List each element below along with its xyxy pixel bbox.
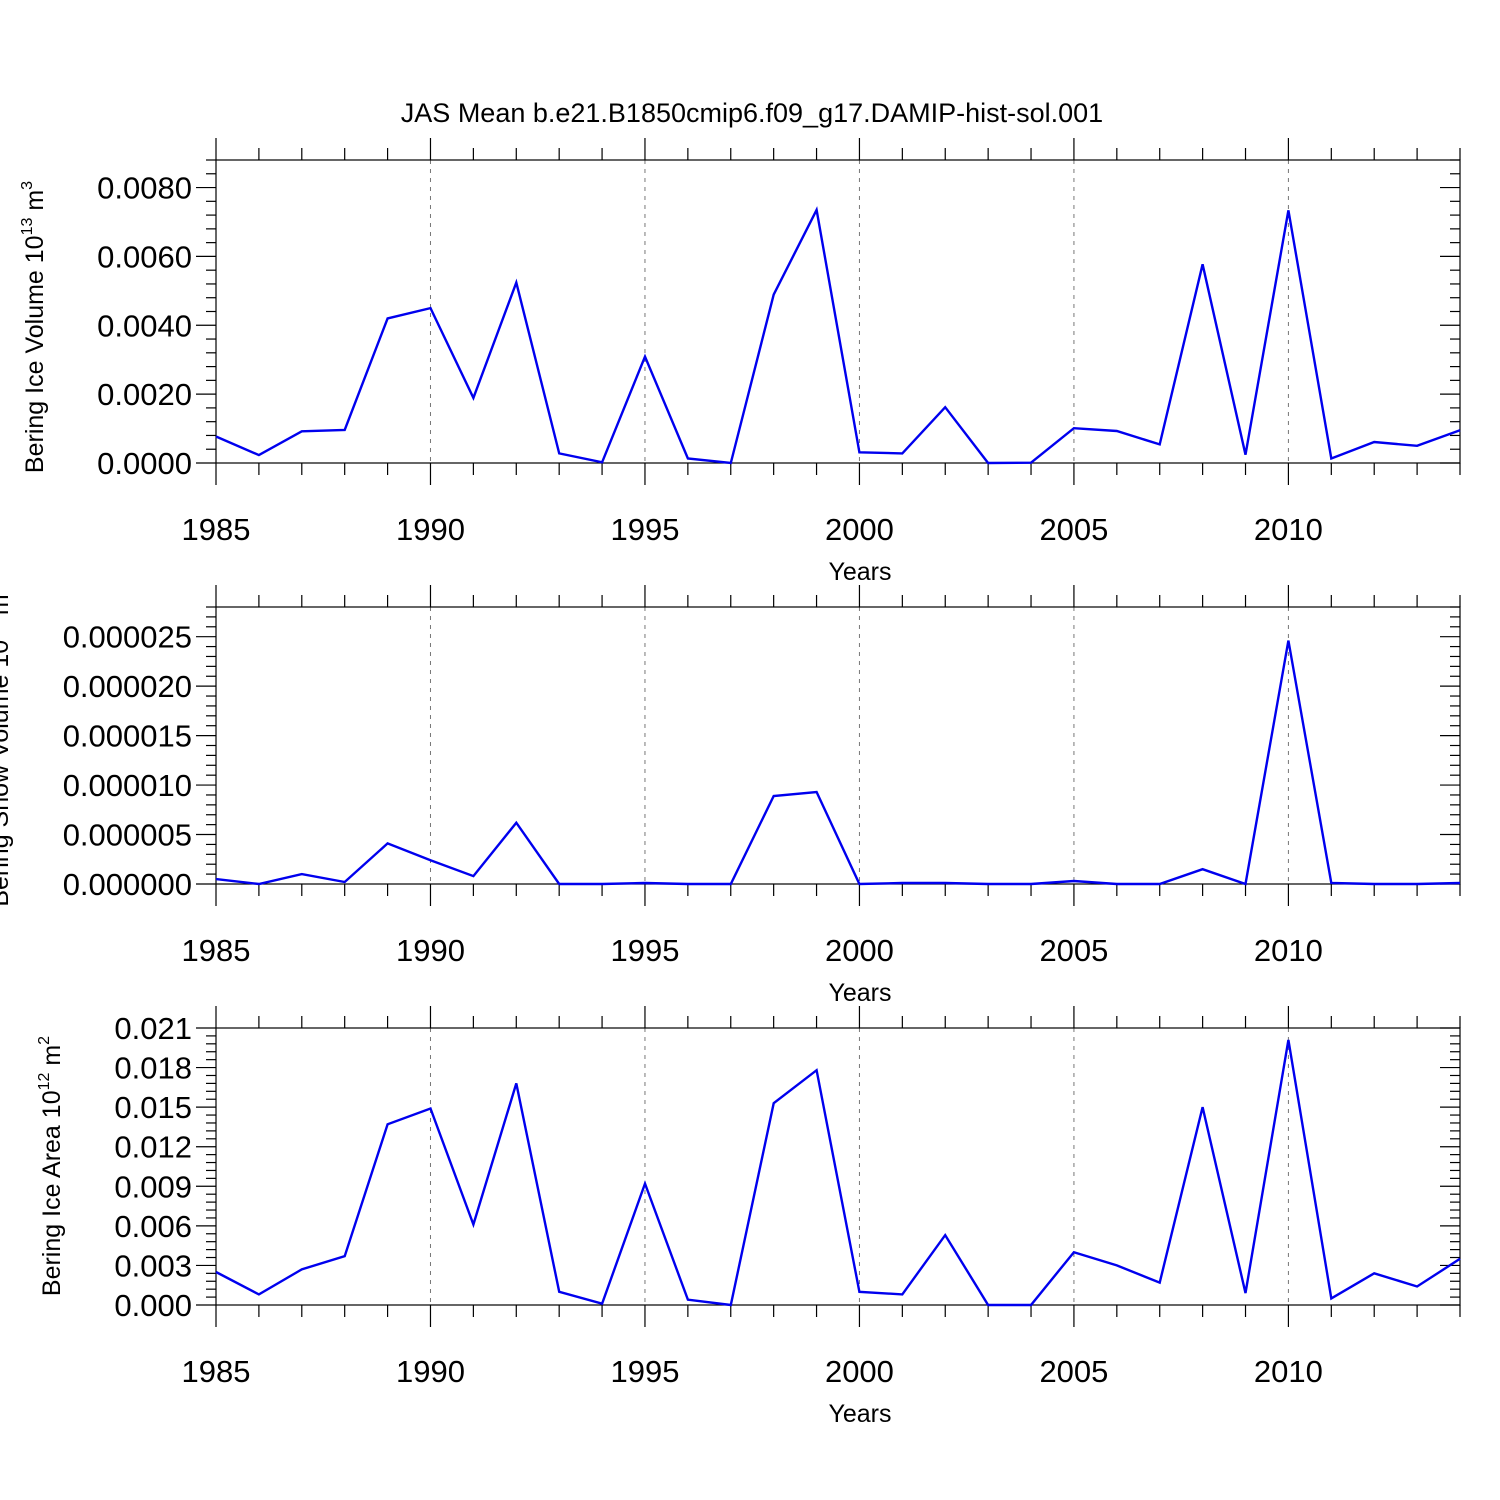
series-line [215, 640, 1461, 886]
x-tick-label: 1985 [182, 933, 251, 968]
x-tick-label: 2010 [1254, 512, 1323, 547]
panel-1: 1985 1990 1995 2000 2005 2010 0.0000 0.0020 0.00… [19, 138, 1461, 586]
y-tick-label: 0.000020 [63, 669, 192, 704]
x-tick-label: 2000 [825, 512, 894, 547]
panel-3: 1985 1990 1995 2000 2005 2010 0.000 0.003 0.006 0… [36, 1006, 1461, 1428]
plot-frame [215, 159, 1461, 464]
y-tick-label: 0.003 [114, 1248, 192, 1283]
y-axis-label: Bering Ice Area 1012 m2 [36, 1036, 66, 1296]
x-tick-label: 1990 [396, 512, 465, 547]
x-tick-label: 1990 [396, 933, 465, 968]
x-tick-label: 2000 [825, 1354, 894, 1389]
y-tick-label: 0.0060 [97, 239, 192, 274]
plot-frame [215, 1027, 1461, 1306]
figure-title: JAS Mean b.e21.B1850cmip6.f09_g17.DAMIP-… [401, 98, 1103, 128]
y-tick-label: 0.000 [114, 1288, 192, 1323]
y-axis-label: Bering Ice Volume 1013 m3 [19, 181, 49, 473]
x-tick-label: 2005 [1039, 1354, 1108, 1389]
y-tick-label: 0.006 [114, 1209, 192, 1244]
y-tick-label: 0.000000 [63, 867, 192, 902]
y-tick-label: 0.000005 [63, 818, 192, 853]
y-axis-label: Bering Snow Volume 1013 m3 [0, 585, 14, 906]
x-axis-label: Years [828, 558, 891, 586]
x-axis-label: Years [828, 1400, 891, 1428]
panels: 1985 1990 1995 2000 2005 2010 0.0000 0.0020 0.00… [0, 138, 1461, 1428]
y-tick-label: 0.000025 [63, 620, 192, 655]
plot-frame [215, 606, 1461, 885]
y-tick-label: 0.015 [114, 1090, 192, 1125]
x-axis-label: Years [828, 979, 891, 1007]
panel-2: 1985 1990 1995 2000 2005 2010 0.000000 0.000005… [0, 585, 1461, 1007]
x-tick-label: 1985 [182, 1354, 251, 1389]
y-tick-label: 0.0020 [97, 377, 192, 412]
y-tick-label: 0.021 [114, 1011, 192, 1046]
x-tick-label: 1995 [610, 933, 679, 968]
x-tick-label: 1990 [396, 1354, 465, 1389]
y-tick-label: 0.0080 [97, 171, 192, 206]
y-tick-label: 0.0000 [97, 446, 192, 481]
y-tick-label: 0.000010 [63, 768, 192, 803]
x-tick-label: 2010 [1254, 933, 1323, 968]
x-tick-label: 1995 [610, 512, 679, 547]
y-tick-label: 0.009 [114, 1169, 192, 1204]
y-tick-label: 0.0040 [97, 308, 192, 343]
y-tick-label: 0.000015 [63, 719, 192, 754]
series-line [215, 1039, 1461, 1307]
x-tick-label: 1995 [610, 1354, 679, 1389]
y-tick-label: 0.018 [114, 1051, 192, 1086]
x-tick-label: 2000 [825, 933, 894, 968]
series-line [215, 206, 1461, 465]
y-tick-label: 0.012 [114, 1130, 192, 1165]
x-tick-label: 2005 [1039, 512, 1108, 547]
x-tick-label: 2005 [1039, 933, 1108, 968]
x-tick-label: 2010 [1254, 1354, 1323, 1389]
x-tick-label: 1985 [182, 512, 251, 547]
